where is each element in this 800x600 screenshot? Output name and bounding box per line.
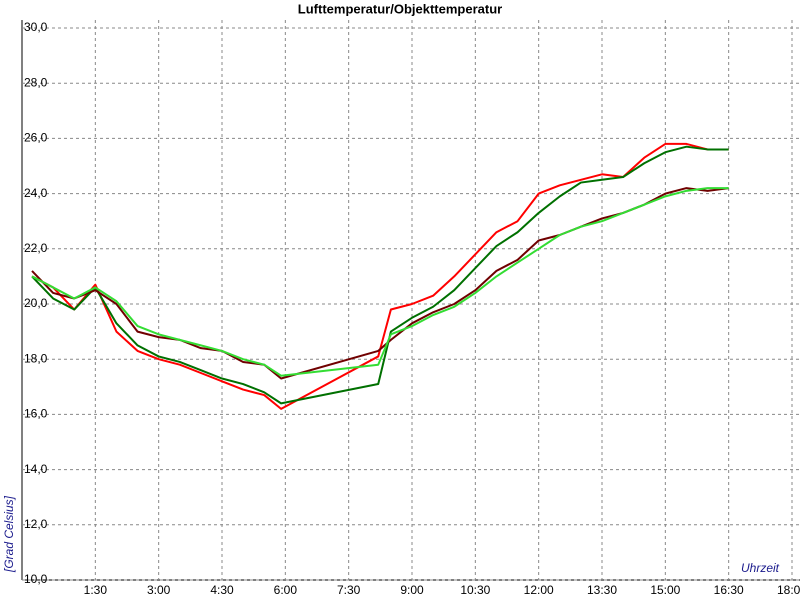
y-tick-label: 28,0 (24, 75, 48, 89)
x-tick-label: 15:00 (650, 583, 680, 597)
y-tick-label: 22,0 (24, 241, 48, 255)
x-tick-label: 10:30 (460, 583, 490, 597)
x-tick-label: 16:30 (714, 583, 744, 597)
x-tick-label: 1:30 (84, 583, 108, 597)
y-tick-label: 16,0 (24, 407, 48, 421)
series-line (31, 142, 729, 410)
y-tick-label: 18,0 (24, 351, 48, 365)
y-axis-label: [Grad Celsius] (2, 495, 16, 573)
series-line (31, 187, 729, 377)
x-tick-label: 9:00 (400, 583, 424, 597)
x-tick-label: 6:00 (274, 583, 298, 597)
y-tick-label: 10,0 (24, 572, 48, 586)
x-tick-label: 4:30 (210, 583, 234, 597)
x-tick-label: 13:30 (587, 583, 617, 597)
y-tick-label: 14,0 (24, 462, 48, 476)
y-tick-label: 24,0 (24, 186, 48, 200)
x-tick-label: 18:00 (777, 583, 800, 597)
y-tick-label: 12,0 (24, 517, 48, 531)
x-axis-label: Uhrzeit (741, 561, 780, 575)
x-tick-label: 7:30 (337, 583, 361, 597)
x-tick-label: 12:00 (524, 583, 554, 597)
x-tick-label: 3:00 (147, 583, 171, 597)
y-tick-label: 30,0 (24, 20, 48, 34)
series-line (31, 145, 729, 405)
chart-title: Lufttemperatur/Objekttemperatur (298, 1, 502, 16)
y-tick-label: 26,0 (24, 131, 48, 145)
y-tick-label: 20,0 (24, 296, 48, 310)
